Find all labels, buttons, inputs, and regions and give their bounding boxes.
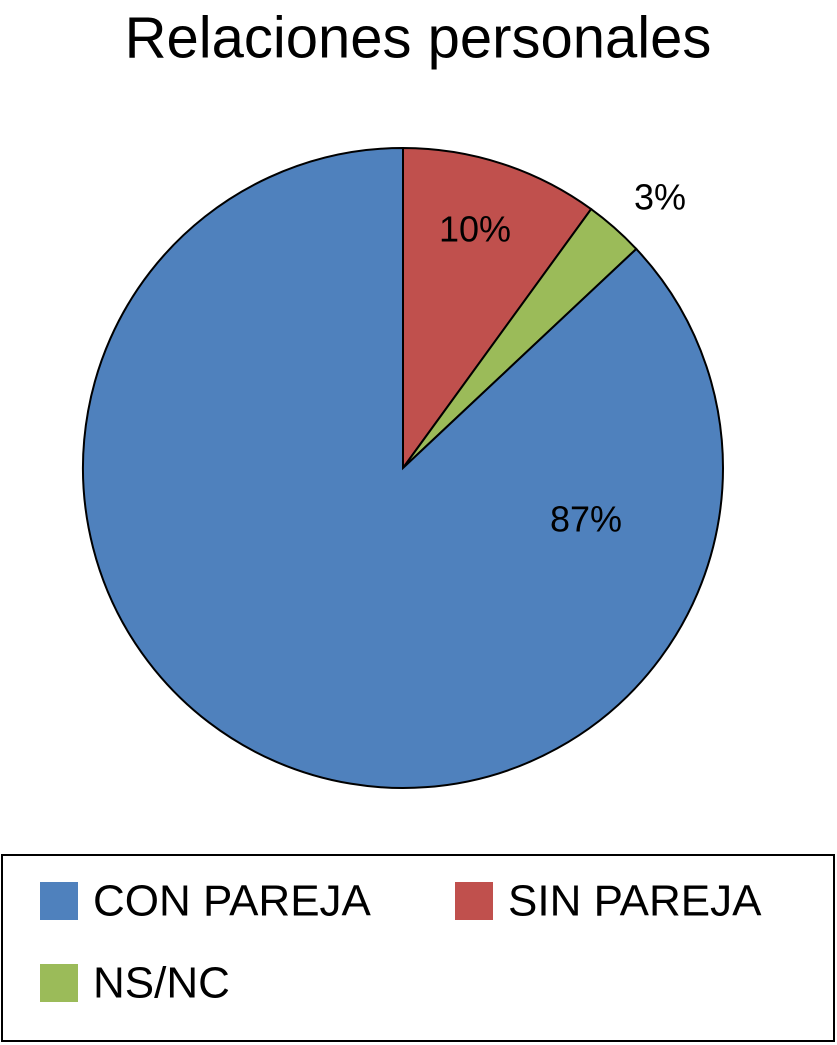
data-label: 3% bbox=[634, 177, 686, 218]
legend-swatch bbox=[455, 882, 493, 920]
legend-swatch bbox=[40, 964, 78, 1002]
legend-swatch bbox=[40, 882, 78, 920]
data-label: 87% bbox=[550, 499, 622, 540]
pie-slice bbox=[82, 146, 724, 789]
legend-label: SIN PAREJA bbox=[508, 877, 762, 926]
legend-box bbox=[1, 854, 835, 1042]
legend-label: CON PAREJA bbox=[93, 877, 372, 926]
pie-slice bbox=[402, 146, 593, 472]
data-label: 10% bbox=[439, 209, 511, 250]
chart-title: Relaciones personales bbox=[125, 5, 712, 70]
legend-label: NS/NC bbox=[93, 959, 230, 1008]
